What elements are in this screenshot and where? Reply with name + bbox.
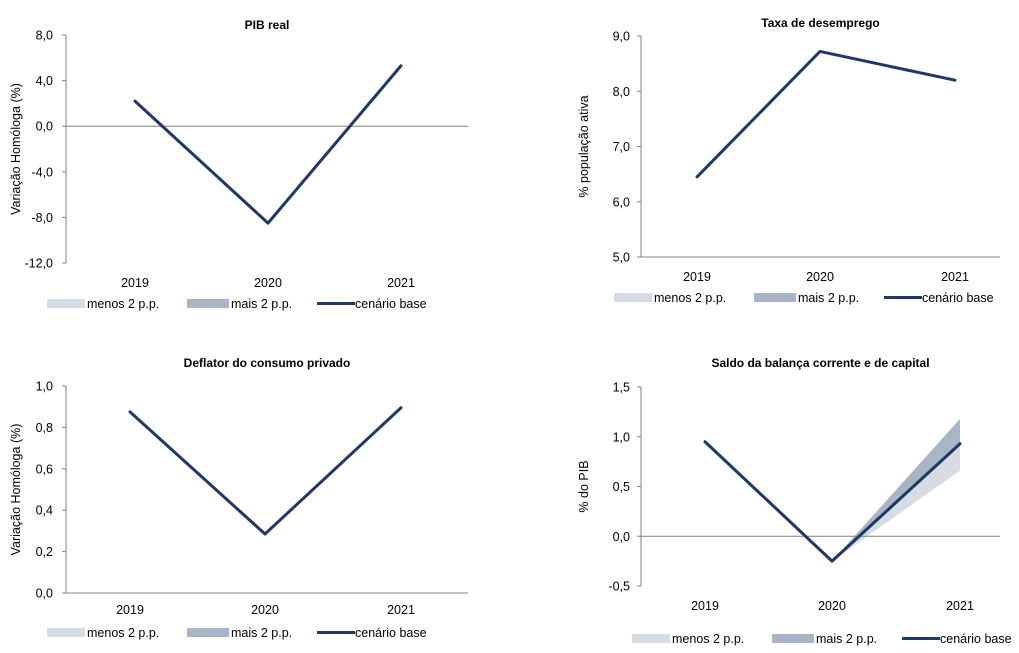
data-point [133,99,137,103]
legend-label-lower: menos 2 p.p. [672,632,744,646]
x-tick-label: 2019 [691,599,719,613]
x-tick-label: 2019 [116,603,144,617]
data-point [958,442,962,445]
y-tick-label: 0,6 [36,462,53,476]
legend-swatch-lower [614,293,652,302]
y-tick-label: 0,0 [36,587,53,601]
legend-label-upper: mais 2 p.p. [231,297,292,311]
legend-swatch-lower [47,628,85,637]
data-point [263,532,267,536]
legend-label-lower: menos 2 p.p. [654,291,726,305]
y-tick-label: 6,0 [613,195,630,209]
chart-panel-2: Taxa de desemprego % população ativa 9,0 8,… [577,16,1000,305]
legend-swatch-upper [187,628,229,637]
legend-label-lower: menos 2 p.p. [87,626,159,640]
y-axis-label: Variação Homóloga (%) [9,83,23,215]
data-point [266,221,270,225]
y-axis-label: % população ativa [577,95,591,197]
x-tick-label: 2020 [818,599,846,613]
chart-title: PIB real [245,18,290,32]
y-tick-label: 1,5 [613,381,630,395]
y-tick-label: 4,0 [36,74,53,88]
series-line-base [128,406,403,536]
y-tick-label: 1,0 [613,430,630,444]
y-tick-label: -0,5 [608,580,630,594]
legend-label-lower: menos 2 p.p. [87,297,159,311]
legend-label-base: cenário base [922,291,994,305]
series-line-base [133,64,403,225]
y-tick-label: 0,4 [36,504,53,518]
x-tick-label: 2020 [251,603,279,617]
chart-panel-4: Saldo da balança corrente e de capital % … [577,356,1012,646]
y-tick-label: 0,0 [613,530,630,544]
y-axis-label: % do PIB [577,460,591,512]
y-tick-label: 8,0 [36,29,53,43]
data-point [953,79,957,82]
y-tick-label: 1,0 [36,380,53,394]
series-line-base [695,49,957,179]
legend: menos 2 p.p. mais 2 p.p. cenário base [47,626,427,640]
chart-title: Taxa de desemprego [761,16,880,30]
chart-title: Deflator do consumo privado [184,356,351,370]
y-tick-label: 0,2 [36,545,53,559]
legend-label-base: cenário base [940,632,1012,646]
y-tick-label: 7,0 [613,140,630,154]
chart-title: Saldo da balança corrente e de capital [711,356,929,370]
legend-label-base: cenário base [355,626,427,640]
legend: menos 2 p.p. mais 2 p.p. cenário base [614,291,994,305]
x-tick-label: 2019 [683,270,711,284]
data-point [818,50,822,53]
legend-swatch-lower [47,299,85,308]
legend-label-upper: mais 2 p.p. [816,632,877,646]
legend: menos 2 p.p. mais 2 p.p. cenário base [47,297,427,311]
y-tick-label: 0,0 [36,120,53,134]
data-point [399,64,403,67]
legend-label-upper: mais 2 p.p. [798,291,859,305]
chart-panel-3: Deflator do consumo privado Variação Homó… [9,356,468,640]
series-line-base [703,440,962,563]
y-tick-label: -8,0 [31,211,53,225]
legend-label-upper: mais 2 p.p. [231,626,292,640]
y-tick-label: -4,0 [31,165,53,179]
x-tick-label: 2020 [806,270,834,284]
legend-label-base: cenário base [355,297,427,311]
chart-panel-1: PIB real Variação Homóloga (%) 8,0 4,0 0,0 -4… [9,18,468,311]
x-tick-label: 2021 [946,599,974,613]
y-tick-label: 0,5 [613,480,630,494]
data-point [830,559,834,563]
y-tick-label: 5,0 [613,251,630,265]
x-tick-label: 2021 [387,603,415,617]
data-point [399,406,403,409]
data-point [695,175,699,179]
legend-swatch-upper [187,299,229,308]
data-point [703,440,707,443]
legend-swatch-upper [772,634,814,643]
y-tick-label: 9,0 [613,30,630,44]
data-point [128,410,132,414]
band-lower-area [705,441,960,562]
x-tick-label: 2020 [254,276,282,290]
y-tick-label: -12,0 [25,257,54,271]
x-tick-label: 2019 [121,276,149,290]
legend-swatch-upper [754,293,796,302]
legend-swatch-lower [632,634,670,643]
x-tick-label: 2021 [387,276,415,290]
y-tick-label: 8,0 [613,85,630,99]
y-axis-label: Variação Homóloga (%) [9,424,23,556]
y-tick-label: 0,8 [36,421,53,435]
legend: menos 2 p.p. mais 2 p.p. cenário base [632,632,1012,646]
x-tick-label: 2021 [941,270,969,284]
